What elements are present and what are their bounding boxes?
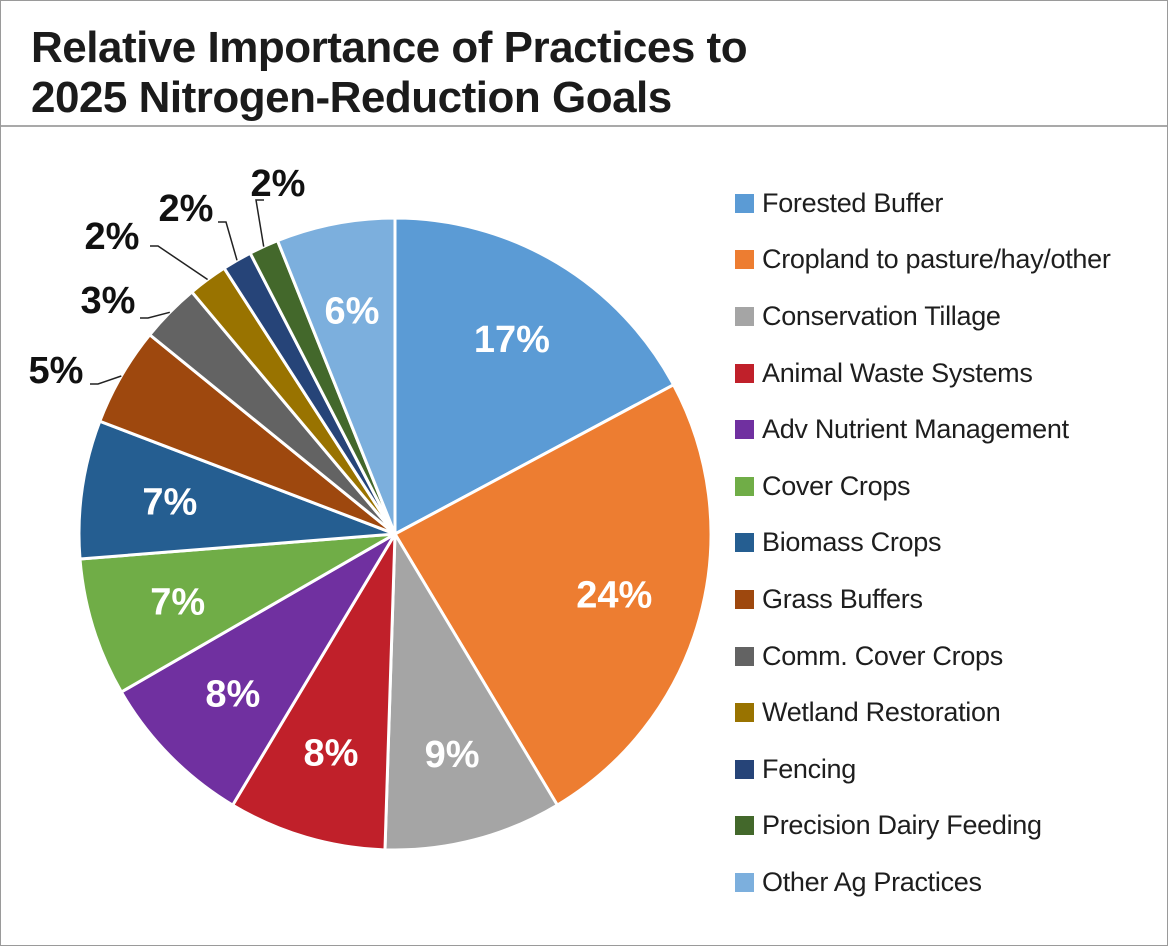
legend-swatch [735, 533, 754, 553]
pie-slice-12 [276, 216, 397, 536]
pie-slice-0 [393, 216, 676, 536]
chart-title: Relative Importance of Practices to 2025… [31, 23, 748, 122]
slice-label-1: 24% [576, 575, 652, 617]
legend-item-11: Precision Dairy Feeding [735, 798, 1111, 855]
title-divider [1, 125, 1167, 127]
pie-slice-1 [393, 383, 713, 807]
pie-slice-3 [231, 532, 397, 852]
legend-label: Animal Waste Systems [762, 357, 1033, 388]
slice-label-12: 6% [324, 291, 379, 333]
leader-line-8 [140, 311, 170, 319]
legend-item-1: Cropland to pasture/hay/other [735, 232, 1111, 289]
pie-slice-6 [77, 419, 397, 561]
legend-swatch [735, 759, 754, 779]
slice-label-5: 7% [150, 582, 205, 624]
legend: Forested Buffer Cropland to pasture/hay/o… [735, 175, 1111, 911]
legend-item-5: Cover Crops [735, 458, 1111, 515]
leader-line-7 [90, 375, 122, 385]
legend-item-7: Grass Buffers [735, 571, 1111, 628]
legend-label: Conservation Tillage [762, 300, 1001, 331]
legend-label: Comm. Cover Crops [762, 640, 1003, 671]
legend-item-9: Wetland Restoration [735, 684, 1111, 741]
legend-label: Cropland to pasture/hay/other [762, 244, 1111, 275]
legend-item-6: Biomass Crops [735, 515, 1111, 572]
slice-label-4: 8% [205, 674, 260, 716]
legend-label: Cover Crops [762, 470, 911, 501]
slice-label-8: 3% [81, 280, 136, 322]
legend-swatch [735, 646, 754, 666]
slice-label-6: 7% [142, 482, 197, 524]
slice-label-7: 5% [29, 350, 84, 392]
slice-label-9: 2% [85, 216, 140, 258]
legend-item-2: Conservation Tillage [735, 288, 1111, 345]
legend-label: Other Ag Practices [762, 866, 982, 897]
legend-item-3: Animal Waste Systems [735, 345, 1111, 402]
legend-label: Fencing [762, 753, 856, 784]
slice-label-10: 2% [159, 188, 214, 230]
legend-swatch [735, 703, 754, 723]
legend-swatch [735, 476, 754, 496]
pie-slice-2 [383, 532, 559, 852]
legend-swatch [735, 816, 754, 836]
legend-label: Forested Buffer [762, 187, 944, 218]
legend-item-4: Adv Nutrient Management [735, 401, 1111, 458]
legend-swatch [735, 363, 754, 383]
legend-swatch [735, 306, 754, 326]
legend-label: Precision Dairy Feeding [762, 810, 1042, 841]
legend-swatch [735, 193, 754, 213]
legend-label: Biomass Crops [762, 527, 942, 558]
slice-label-2: 9% [425, 734, 480, 776]
legend-item-12: Other Ag Practices [735, 854, 1111, 911]
leader-line-10 [218, 221, 238, 261]
legend-swatch [735, 872, 754, 892]
pie-slice-4 [119, 532, 397, 807]
legend-label: Grass Buffers [762, 583, 923, 614]
legend-item-10: Fencing [735, 741, 1111, 798]
slice-label-11: 2% [251, 163, 306, 205]
pie-slice-5 [78, 532, 397, 694]
leader-line-11 [255, 199, 265, 247]
legend-label: Adv Nutrient Management [762, 414, 1069, 445]
legend-item-0: Forested Buffer [735, 175, 1111, 232]
legend-swatch [735, 250, 754, 270]
slice-label-3: 8% [303, 732, 358, 774]
legend-swatch [735, 420, 754, 440]
leader-line-9 [150, 245, 209, 281]
slice-label-0: 17% [474, 319, 550, 361]
legend-label: Wetland Restoration [762, 697, 1001, 728]
legend-swatch [735, 589, 754, 609]
legend-item-8: Comm. Cover Crops [735, 628, 1111, 685]
